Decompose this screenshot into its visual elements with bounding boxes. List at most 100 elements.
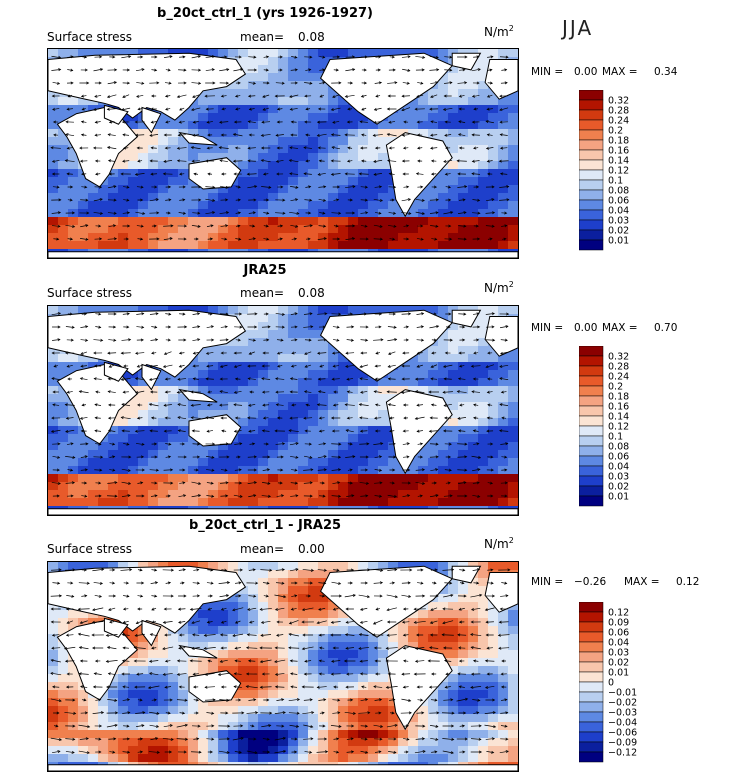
colorbar-tick-label: 0.08 <box>608 442 629 453</box>
land-outline <box>319 309 454 382</box>
colorbar-swatch <box>579 631 604 643</box>
panel3-units: N/m2 <box>484 536 514 551</box>
colorbar-tick-label: −0.03 <box>608 708 637 719</box>
colorbar-swatch <box>579 209 604 221</box>
land-outline <box>141 106 162 134</box>
panel1-mean-label: mean= <box>240 30 285 44</box>
colorbar-swatch <box>579 485 604 497</box>
colorbar-swatch <box>579 189 604 201</box>
panel3-title: b_20ct_ctrl_1 - JRA25 <box>188 518 342 533</box>
colorbar-tick-label: 0.14 <box>608 156 629 167</box>
colorbar-swatch <box>579 139 604 151</box>
colorbar-swatch <box>579 346 604 357</box>
colorbar-tick-label: 0.01 <box>608 492 629 503</box>
colorbar-tick-label: 0.16 <box>608 146 629 157</box>
colorbar-swatch <box>579 99 604 111</box>
panel2-map <box>47 305 519 516</box>
colorbar-tick-label: −0.12 <box>608 748 637 759</box>
colorbar-swatch <box>579 129 604 141</box>
land-outline <box>484 572 518 613</box>
season-label: JJA <box>562 16 594 40</box>
panel1-min-value: 0.00 <box>574 66 598 78</box>
panel3-mean-value: 0.00 <box>298 542 325 556</box>
land-outline <box>385 645 453 731</box>
colorbar-tick-label: 0.03 <box>608 648 629 659</box>
panel2-title: JRA25 <box>243 263 287 278</box>
colorbar-swatch <box>579 179 604 191</box>
colorbar-tick-label: 0.12 <box>608 422 629 433</box>
colorbar-swatch <box>579 109 604 121</box>
colorbar-tick-label: 0.06 <box>608 196 629 207</box>
colorbar-tick-label: 0.03 <box>608 216 629 227</box>
panel3-min-label: MIN = <box>531 576 564 588</box>
panel1-max-label: MAX = <box>602 66 638 78</box>
colorbar-swatch <box>579 691 604 703</box>
panel3-map <box>47 561 519 772</box>
colorbar-swatch <box>579 671 604 683</box>
colorbar-swatch <box>579 611 604 623</box>
colorbar-swatch <box>579 149 604 161</box>
colorbar-tick-label: 0.09 <box>608 618 629 629</box>
panel2-min-value: 0.00 <box>574 322 598 334</box>
panel1-min-label: MIN = <box>531 66 564 78</box>
colorbar-tick-label: 0.01 <box>608 236 629 247</box>
colorbar-tick-label: 0.04 <box>608 638 629 649</box>
land-outline <box>484 59 518 100</box>
panel2-mean-value: 0.08 <box>298 286 325 300</box>
colorbar-swatch <box>579 731 604 743</box>
colorbar-tick-label: 0.03 <box>608 472 629 483</box>
colorbar-tick-label: 0.24 <box>608 372 629 383</box>
colorbar-tick-label: 0.2 <box>608 126 623 137</box>
colorbar-tick-label: 0.01 <box>608 668 629 679</box>
colorbar-tick-label: 0.16 <box>608 402 629 413</box>
colorbar-tick-label: 0.1 <box>608 176 623 187</box>
colorbar-swatch <box>579 119 604 131</box>
land-outline <box>319 565 454 638</box>
colorbar-tick-label: 0.28 <box>608 106 629 117</box>
colorbar-swatch <box>579 425 604 437</box>
land-outline <box>141 619 162 647</box>
panel2-max-value: 0.70 <box>654 322 678 334</box>
colorbar-tick-label: 0.28 <box>608 362 629 373</box>
panel2-units: N/m2 <box>484 280 514 295</box>
panel2-min-label: MIN = <box>531 322 564 334</box>
panel3-mean-label: mean= <box>240 542 285 556</box>
panel3-variable: Surface stress <box>47 542 133 556</box>
colorbar-tick-label: −0.01 <box>608 688 637 699</box>
colorbar-swatch <box>579 465 604 477</box>
colorbar-tick-label: 0.2 <box>608 382 623 393</box>
colorbar-tick-label: −0.09 <box>608 738 637 749</box>
colorbar-tick-label: −0.06 <box>608 728 637 739</box>
colorbar-swatch <box>579 219 604 231</box>
colorbar-swatch <box>579 415 604 427</box>
panel2-max-label: MAX = <box>602 322 638 334</box>
colorbar-swatch <box>579 365 604 377</box>
colorbar-swatch <box>579 701 604 713</box>
colorbar-swatch <box>579 159 604 171</box>
colorbar-swatch <box>579 621 604 633</box>
colorbar-swatch <box>579 169 604 181</box>
land-outline <box>103 104 129 125</box>
land-outline <box>48 764 518 771</box>
colorbar-swatch <box>579 199 604 211</box>
colorbar-swatch <box>579 229 604 241</box>
colorbar-swatch <box>579 602 604 613</box>
land-outline <box>385 132 453 218</box>
colorbar-tick-label: −0.02 <box>608 698 637 709</box>
panel1-max-value: 0.34 <box>654 66 678 78</box>
colorbar-tick-label: 0.06 <box>608 628 629 639</box>
panel1-variable: Surface stress <box>47 30 133 44</box>
panel3-min-value: −0.26 <box>574 576 607 588</box>
panel3-colorbar: 0.12 0.09 0.06 0.04 0.03 0.02 0.01 0 −0.01 −0.02−… <box>579 602 659 764</box>
panel2-mean-label: mean= <box>240 286 285 300</box>
panel2-variable: Surface stress <box>47 286 133 300</box>
land-outline <box>188 157 242 190</box>
colorbar-tick-label: 0.06 <box>608 452 629 463</box>
panel1-map <box>47 48 519 259</box>
land-outline <box>319 52 454 125</box>
colorbar-tick-label: 0.04 <box>608 206 629 217</box>
colorbar-tick-label: 0.24 <box>608 116 629 127</box>
colorbar-swatch <box>579 445 604 457</box>
colorbar-swatch <box>579 455 604 467</box>
colorbar-tick-label: 0.32 <box>608 96 629 107</box>
